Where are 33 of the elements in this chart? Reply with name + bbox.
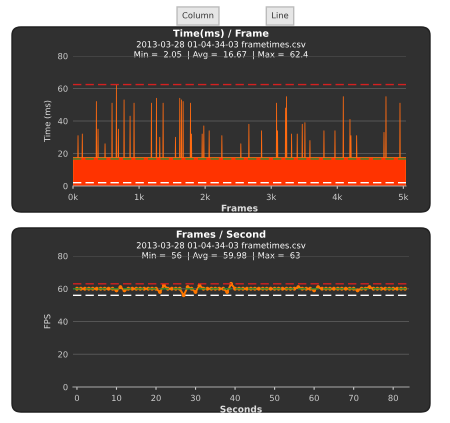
y-axis-title: FPS bbox=[44, 314, 50, 328]
x-tick-label: 10 bbox=[112, 394, 122, 402]
text: Column bbox=[182, 12, 214, 18]
chart-title: Time(ms) / Frame bbox=[173, 29, 268, 38]
x-tick-label: 50 bbox=[270, 394, 280, 402]
y-tick-label: 80 bbox=[58, 252, 68, 260]
x-tick-label: 3k bbox=[266, 194, 276, 200]
x-tick-label: 1k bbox=[134, 194, 144, 200]
x-tick-label: 0 bbox=[74, 394, 80, 402]
y-tick-label: 40 bbox=[58, 118, 68, 124]
y-tick-label: 80 bbox=[58, 52, 68, 60]
y-tick-label: 40 bbox=[58, 318, 68, 325]
x-tick-label: 20 bbox=[151, 394, 161, 402]
y-tick-label: 20 bbox=[58, 351, 68, 358]
y-axis-title: Time (ms) bbox=[44, 100, 52, 142]
x-tick-label: 70 bbox=[349, 394, 358, 402]
x-tick-label: 30 bbox=[190, 394, 200, 402]
x-tick-label: 4k bbox=[332, 194, 342, 200]
y-tick-label: 60 bbox=[58, 286, 68, 292]
y-tick-label: 60 bbox=[58, 85, 68, 92]
x-tick-label: 0k bbox=[68, 194, 78, 200]
x-axis-title: Frames bbox=[222, 204, 258, 212]
x-tick-label: 2k bbox=[200, 194, 210, 200]
chart-title: Frames / Second bbox=[176, 230, 266, 239]
y-tick-label: 0 bbox=[63, 384, 68, 390]
x-tick-label: 40 bbox=[230, 394, 240, 402]
text: Line bbox=[272, 12, 288, 18]
y-tick-label: 20 bbox=[58, 150, 68, 157]
x-tick-label: 60 bbox=[309, 394, 319, 402]
x-tick-label: 5k bbox=[398, 194, 408, 200]
x-axis-title: Seconds bbox=[220, 405, 262, 412]
x-tick-label: 80 bbox=[388, 394, 398, 402]
y-tick-label: 0 bbox=[63, 182, 68, 190]
